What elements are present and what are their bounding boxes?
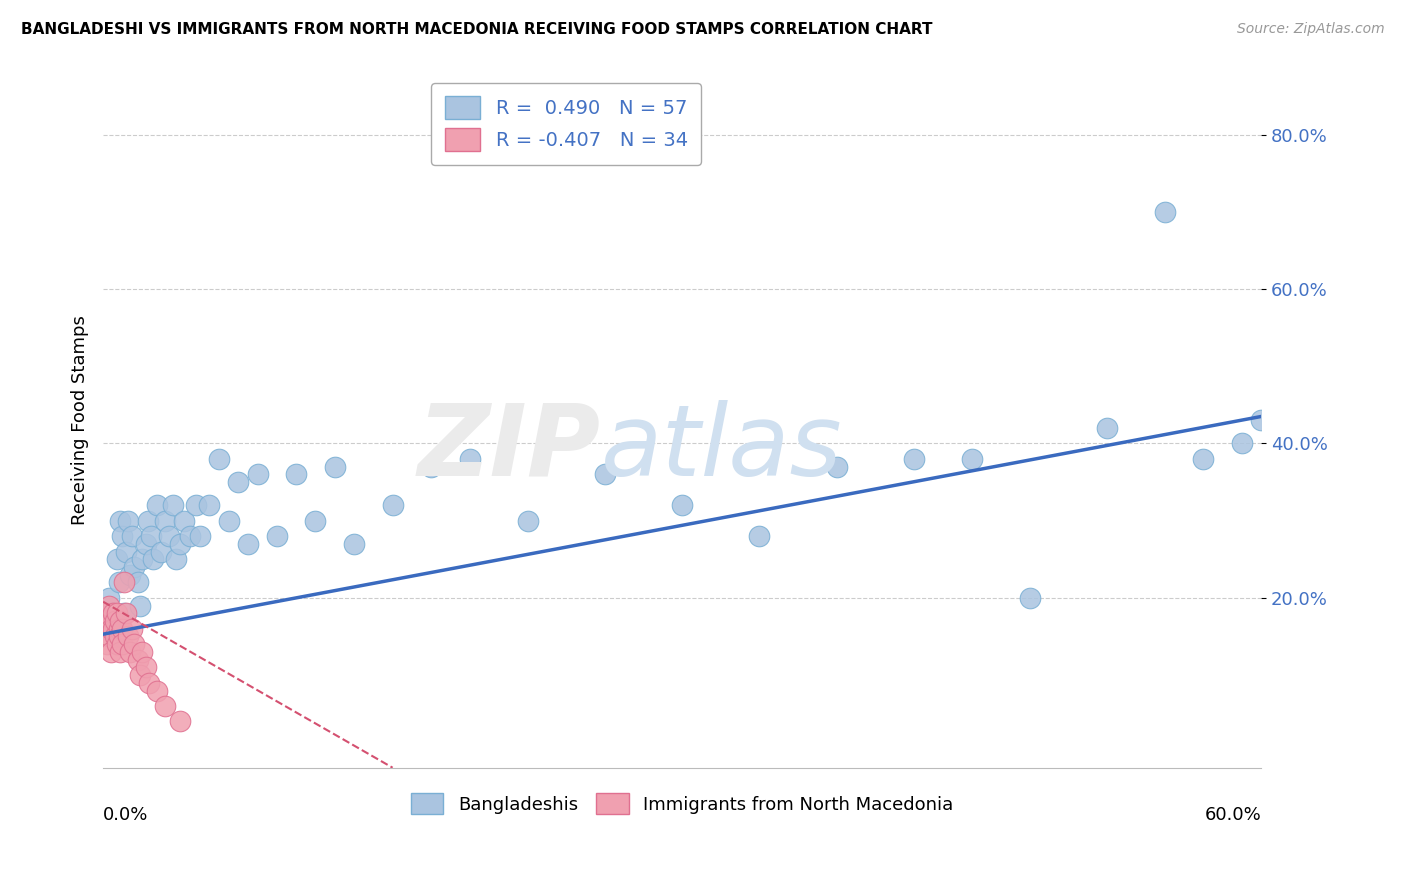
Point: [121, 529, 143, 543]
Point: [135, 660, 157, 674]
Point: [104, 614, 127, 628]
Point: [105, 637, 128, 651]
Point: [169, 537, 191, 551]
Point: [593, 467, 616, 482]
Point: [208, 452, 231, 467]
Point: [122, 637, 145, 651]
Text: 60.0%: 60.0%: [1205, 805, 1261, 824]
Point: [748, 529, 770, 543]
Point: [111, 529, 134, 543]
Point: [903, 452, 925, 467]
Text: ZIP: ZIP: [418, 400, 602, 497]
Point: [100, 645, 122, 659]
Point: [97, 591, 120, 605]
Point: [131, 645, 153, 659]
Y-axis label: Receiving Food Stamps: Receiving Food Stamps: [72, 316, 89, 525]
Point: [101, 622, 124, 636]
Point: [117, 630, 139, 644]
Point: [127, 575, 149, 590]
Point: [323, 459, 346, 474]
Point: [96, 637, 118, 651]
Point: [110, 614, 132, 628]
Point: [1192, 452, 1215, 467]
Point: [128, 668, 150, 682]
Point: [1230, 436, 1253, 450]
Point: [111, 622, 134, 636]
Point: [169, 714, 191, 729]
Point: [101, 607, 124, 621]
Point: [157, 529, 180, 543]
Point: [1250, 413, 1272, 427]
Point: [115, 607, 138, 621]
Point: [516, 514, 538, 528]
Point: [104, 630, 127, 644]
Text: atlas: atlas: [602, 400, 842, 497]
Point: [105, 607, 128, 621]
Text: BANGLADESHI VS IMMIGRANTS FROM NORTH MACEDONIA RECEIVING FOOD STAMPS CORRELATION: BANGLADESHI VS IMMIGRANTS FROM NORTH MAC…: [21, 22, 932, 37]
Point: [198, 498, 221, 512]
Point: [97, 630, 120, 644]
Point: [122, 560, 145, 574]
Point: [146, 498, 169, 512]
Point: [381, 498, 404, 512]
Point: [146, 683, 169, 698]
Point: [101, 607, 124, 621]
Point: [107, 622, 129, 636]
Point: [112, 607, 135, 621]
Point: [96, 614, 118, 628]
Point: [111, 637, 134, 651]
Point: [97, 599, 120, 613]
Point: [179, 529, 201, 543]
Point: [142, 552, 165, 566]
Point: [141, 529, 163, 543]
Point: [218, 514, 240, 528]
Point: [112, 575, 135, 590]
Point: [1095, 421, 1118, 435]
Point: [162, 498, 184, 512]
Point: [285, 467, 308, 482]
Point: [1018, 591, 1040, 605]
Point: [138, 675, 160, 690]
Point: [166, 552, 188, 566]
Point: [115, 544, 138, 558]
Point: [153, 698, 176, 713]
Point: [458, 452, 481, 467]
Point: [226, 475, 249, 489]
Point: [825, 459, 848, 474]
Point: [94, 607, 117, 621]
Point: [131, 552, 153, 566]
Point: [153, 514, 176, 528]
Point: [343, 537, 366, 551]
Point: [420, 459, 443, 474]
Text: 0.0%: 0.0%: [103, 805, 149, 824]
Point: [110, 514, 132, 528]
Legend: Bangladeshis, Immigrants from North Macedonia: Bangladeshis, Immigrants from North Mace…: [404, 786, 960, 822]
Point: [100, 622, 122, 636]
Point: [304, 514, 326, 528]
Point: [105, 552, 128, 566]
Point: [236, 537, 259, 551]
Point: [107, 630, 129, 644]
Point: [127, 653, 149, 667]
Text: Source: ZipAtlas.com: Source: ZipAtlas.com: [1237, 22, 1385, 37]
Point: [960, 452, 983, 467]
Point: [120, 567, 142, 582]
Point: [120, 645, 142, 659]
Point: [94, 622, 117, 636]
Point: [110, 645, 132, 659]
Point: [107, 575, 129, 590]
Point: [188, 529, 211, 543]
Point: [117, 514, 139, 528]
Point: [121, 622, 143, 636]
Point: [135, 537, 157, 551]
Point: [184, 498, 207, 512]
Point: [173, 514, 195, 528]
Point: [136, 514, 159, 528]
Point: [128, 599, 150, 613]
Point: [671, 498, 693, 512]
Point: [266, 529, 288, 543]
Point: [150, 544, 173, 558]
Point: [1153, 205, 1175, 219]
Point: [246, 467, 269, 482]
